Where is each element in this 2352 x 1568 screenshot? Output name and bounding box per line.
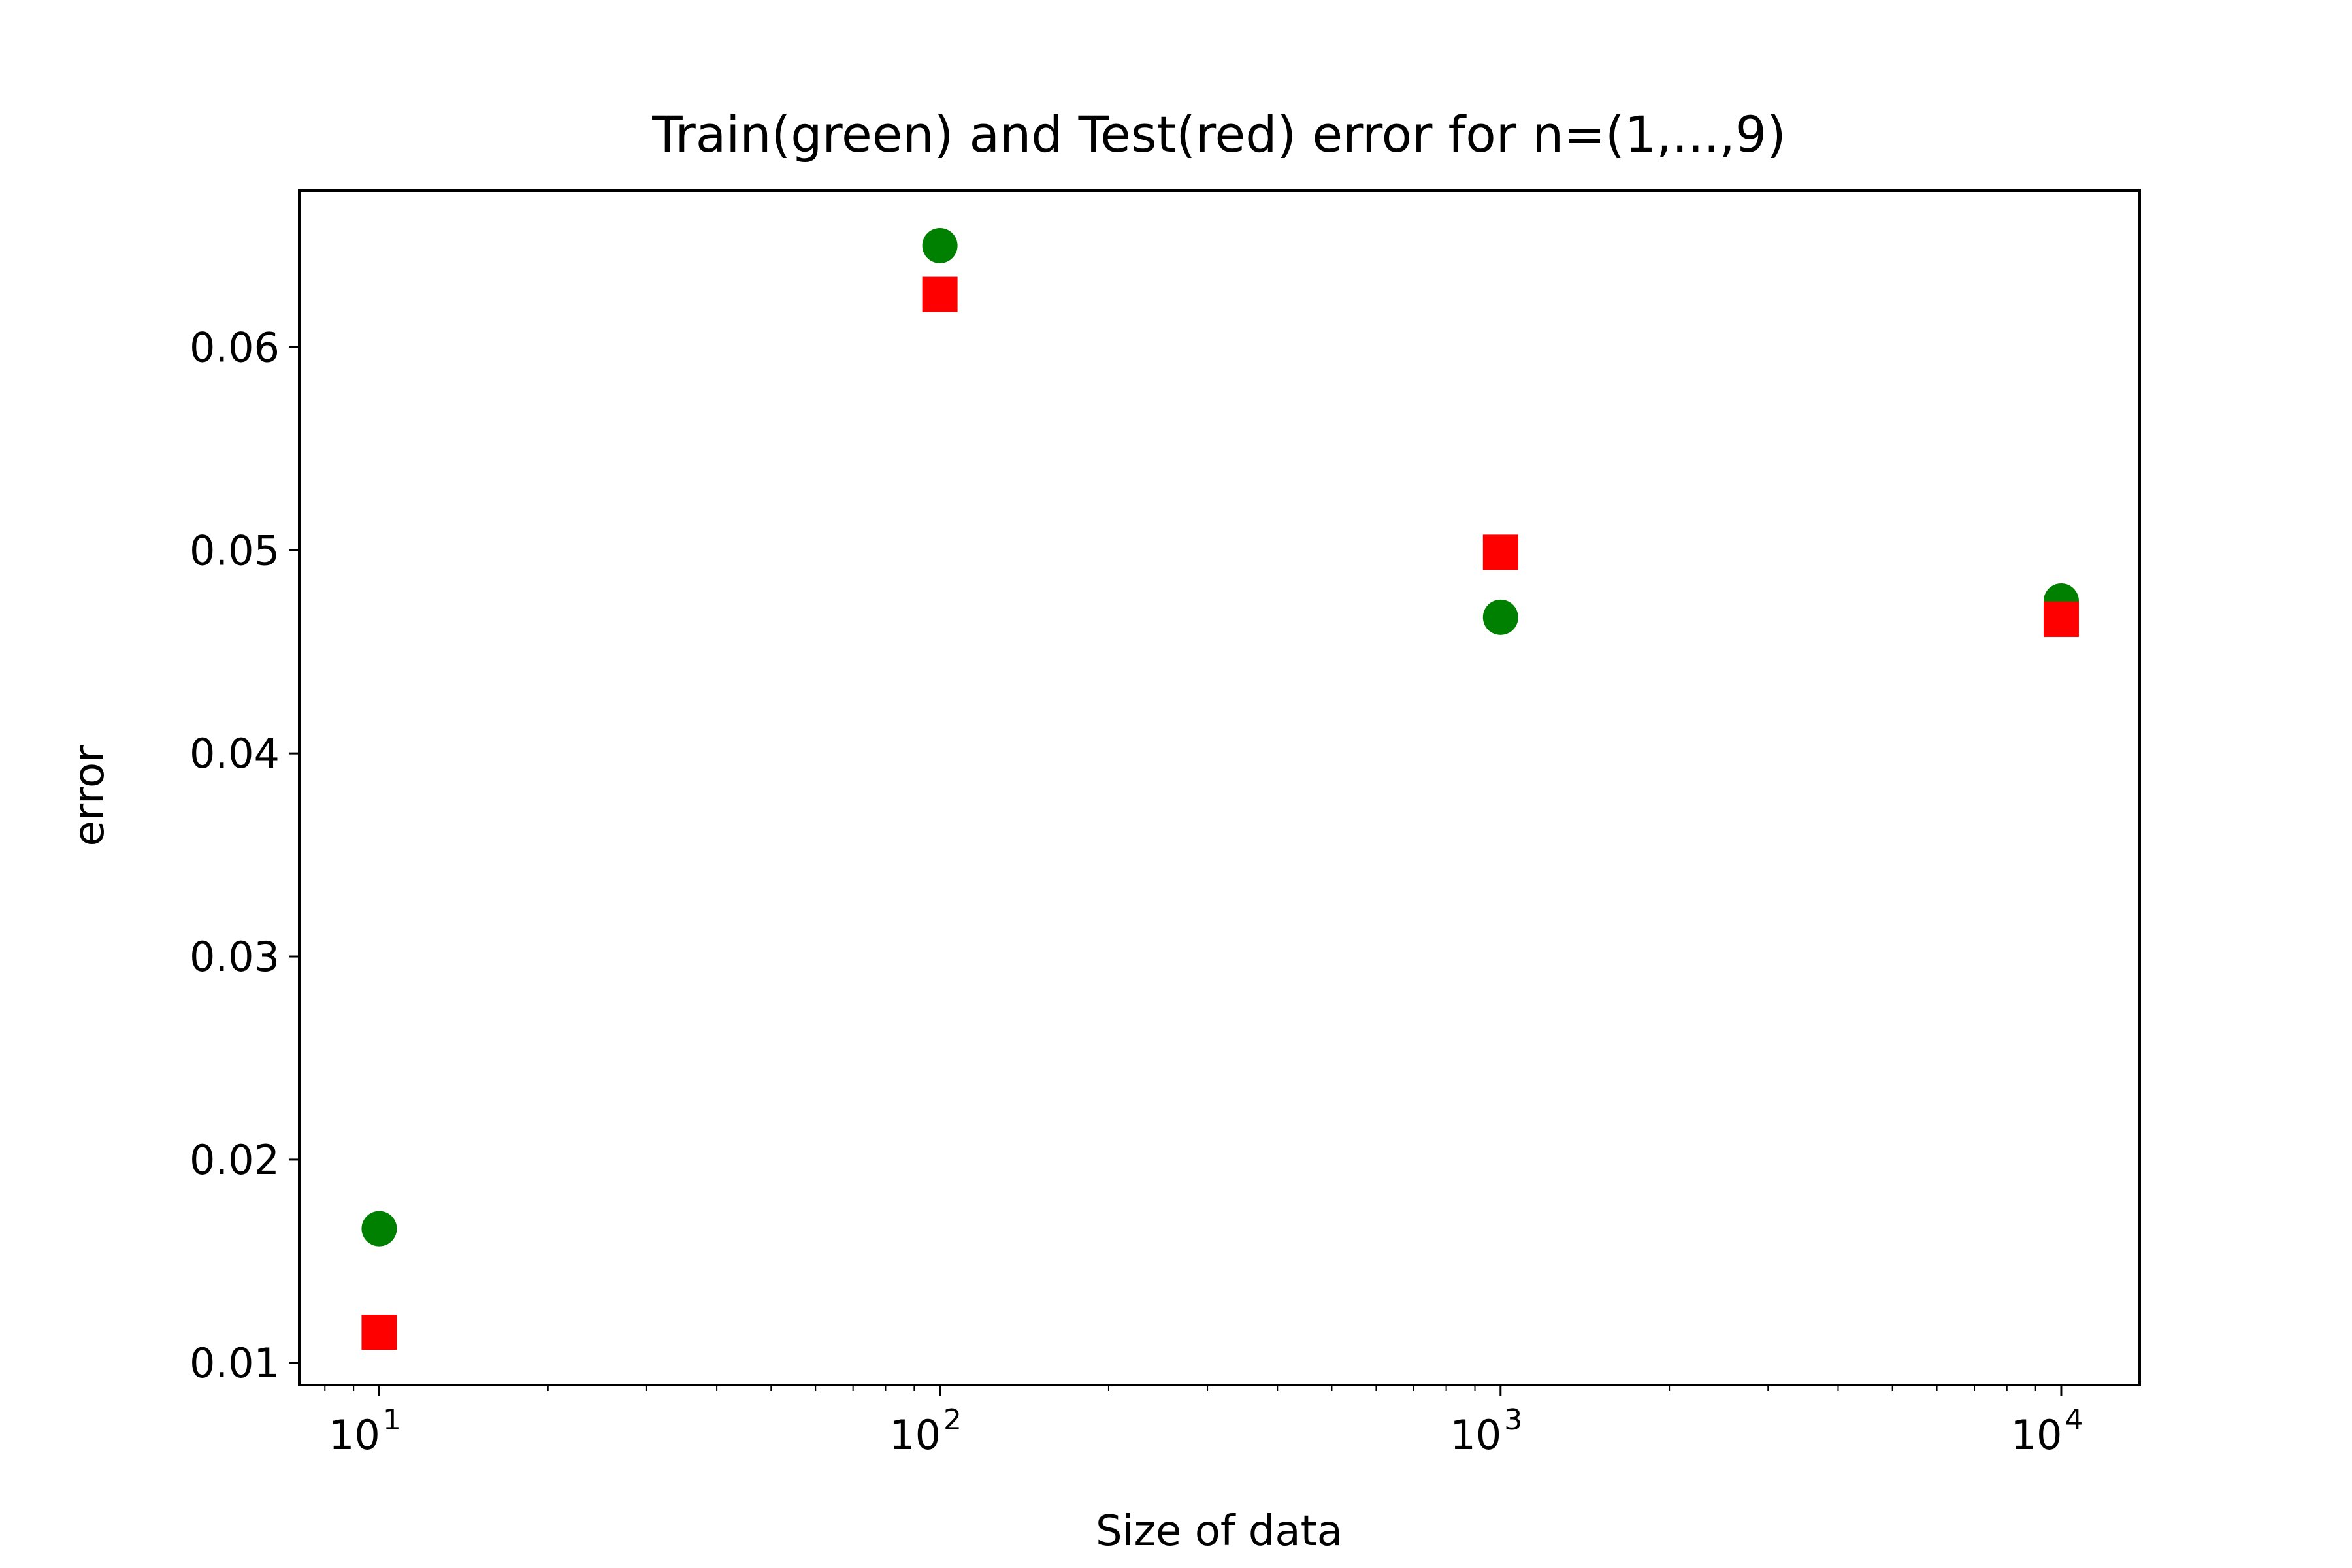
y-tick-label: 0.06 xyxy=(189,323,280,371)
x-tick-label: 101 xyxy=(329,1403,401,1459)
y-tick-label: 0.02 xyxy=(189,1136,280,1184)
test-error-point xyxy=(2043,601,2079,637)
x-tick-label: 104 xyxy=(2011,1403,2083,1459)
test-error-point xyxy=(922,276,958,312)
y-tick-label: 0.04 xyxy=(189,730,280,777)
x-tick-label-base: 10 xyxy=(1450,1411,1501,1459)
test-error-point xyxy=(361,1315,397,1350)
data-points xyxy=(361,227,2079,1350)
x-tick-label: 103 xyxy=(1450,1403,1522,1459)
chart-title: Train(green) and Test(red) error for n=(… xyxy=(651,105,1786,163)
x-tick-label: 102 xyxy=(889,1403,962,1459)
y-tick-label: 0.05 xyxy=(189,527,280,574)
x-tick-label-exponent: 4 xyxy=(2065,1403,2083,1437)
x-tick-label-base: 10 xyxy=(889,1411,941,1459)
x-tick-label-base: 10 xyxy=(2011,1411,2063,1459)
train-error-point xyxy=(1482,599,1518,635)
x-tick-label-exponent: 1 xyxy=(383,1403,401,1437)
x-tick-label-exponent: 3 xyxy=(1504,1403,1522,1437)
train-error-point xyxy=(922,227,958,263)
x-tick-label-exponent: 2 xyxy=(943,1403,962,1437)
plot-frame xyxy=(298,189,2141,1386)
x-axis-label: Size of data xyxy=(1096,1507,1343,1556)
y-axis-label: error xyxy=(65,745,114,847)
y-tick-label: 0.03 xyxy=(189,933,280,981)
train-error-point xyxy=(361,1211,397,1247)
test-error-point xyxy=(1482,534,1518,570)
y-tick-label: 0.01 xyxy=(189,1339,280,1387)
x-tick-label-base: 10 xyxy=(329,1411,380,1459)
